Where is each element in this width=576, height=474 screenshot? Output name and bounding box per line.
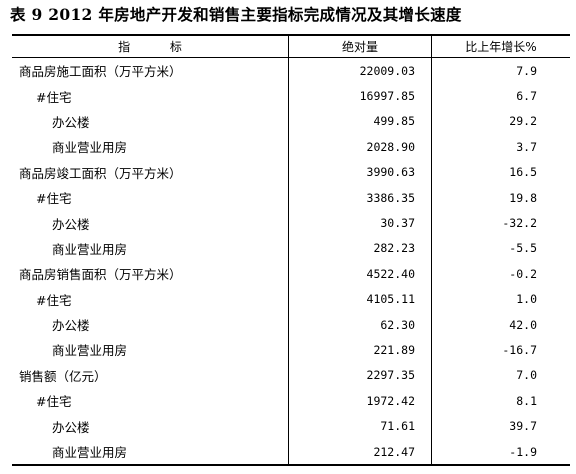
indicator-label: 商业营业用房 [52,343,128,359]
header-growth-rate: 比上年增长% [431,36,570,57]
table-row: 商业营业用房 282.23 -5.5 [12,235,570,262]
growth-rate: 6.7 [431,83,570,109]
absolute-value: 22009.03 [288,58,431,84]
growth-rate: 39.7 [431,413,570,439]
growth-rate: -5.5 [431,235,570,262]
table-row: 办公楼 62.30 42.0 [12,311,570,338]
absolute-value: 16997.85 [288,83,431,109]
table-row: 办公楼 499.85 29.2 [12,108,570,135]
absolute-value: 2297.35 [288,362,431,389]
table-row: 商业营业用房 2028.90 3.7 [12,134,570,160]
absolute-value: 2028.90 [288,134,431,160]
growth-rate: 3.7 [431,134,570,160]
table-row: 商品房销售面积（万平方米） 4522.40 -0.2 [12,261,570,287]
absolute-value: 3386.35 [288,184,431,211]
indicator-label: #住宅 [36,292,72,308]
absolute-value: 71.61 [288,413,431,439]
growth-rate: -32.2 [431,210,570,236]
table-row: #住宅 1972.42 8.1 [12,388,570,414]
table-row: 销售额（亿元） 2297.35 7.0 [12,362,570,389]
indicator-label: 商品房竣工面积（万平方米） [19,165,182,181]
growth-rate: 8.1 [431,388,570,414]
indicator-label: 商业营业用房 [52,241,128,257]
absolute-value: 282.23 [288,235,431,262]
table-row: #住宅 3386.35 19.8 [12,184,570,211]
indicator-label: 商业营业用房 [52,445,128,461]
indicator-label: 销售额（亿元） [19,368,107,384]
table-row: 商品房竣工面积（万平方米） 3990.63 16.5 [12,159,570,185]
growth-rate: -1.9 [431,438,570,465]
growth-rate: -0.2 [431,261,570,287]
growth-rate: 19.8 [431,184,570,211]
table-row: 办公楼 71.61 39.7 [12,413,570,439]
header-indicator: 指 标 [118,40,200,54]
absolute-value: 30.37 [288,210,431,236]
indicator-label: 办公楼 [52,318,90,334]
indicator-label: #住宅 [36,191,72,207]
table-row: 商业营业用房 221.89 -16.7 [12,337,570,363]
indicator-label: 商业营业用房 [52,140,128,156]
table-row: #住宅 4105.11 1.0 [12,286,570,312]
absolute-value: 4522.40 [288,261,431,287]
growth-rate: 1.0 [431,286,570,312]
growth-rate: 42.0 [431,311,570,338]
indicator-table: 指 标 绝对量 比上年增长% 商品房施工面积（万平方米） 22009.03 7.9 #… [12,34,570,467]
table-row: 商业营业用房 212.47 -1.9 [12,438,570,465]
absolute-value: 212.47 [288,438,431,465]
table-header-row: 指 标 绝对量 比上年增长% [12,36,570,58]
absolute-value: 499.85 [288,108,431,135]
growth-rate: 7.9 [431,58,570,84]
table-row: 商品房施工面积（万平方米） 22009.03 7.9 [12,58,570,84]
growth-rate: -16.7 [431,337,570,363]
table-title: 表 9 2012 年房地产开发和销售主要指标完成情况及其增长速度 [10,5,462,24]
absolute-value: 62.30 [288,311,431,338]
growth-rate: 7.0 [431,362,570,389]
indicator-label: 办公楼 [52,114,90,130]
indicator-label: #住宅 [36,394,72,410]
table-body: 商品房施工面积（万平方米） 22009.03 7.9 #住宅 16997.85 6.7 办公… [12,58,570,465]
indicator-label: 办公楼 [52,216,90,232]
absolute-value: 221.89 [288,337,431,363]
indicator-label: 商品房销售面积（万平方米） [19,267,182,283]
growth-rate: 16.5 [431,159,570,185]
absolute-value: 1972.42 [288,388,431,414]
table-row: 办公楼 30.37 -32.2 [12,210,570,236]
absolute-value: 4105.11 [288,286,431,312]
absolute-value: 3990.63 [288,159,431,185]
indicator-label: 商品房施工面积（万平方米） [19,64,182,80]
header-absolute-value: 绝对量 [288,36,431,57]
indicator-label: #住宅 [36,89,72,105]
table-row: #住宅 16997.85 6.7 [12,83,570,109]
indicator-label: 办公楼 [52,419,90,435]
growth-rate: 29.2 [431,108,570,135]
